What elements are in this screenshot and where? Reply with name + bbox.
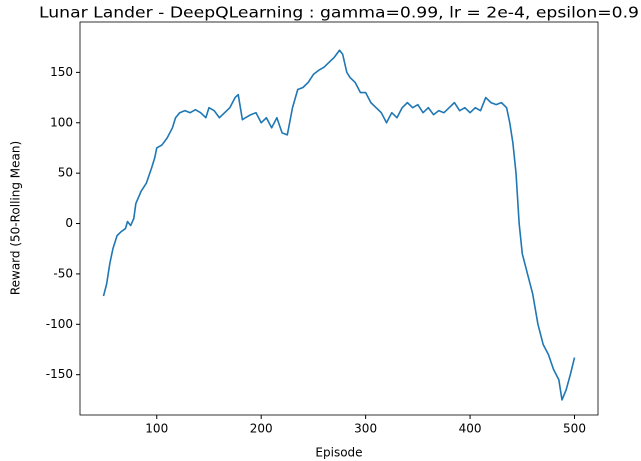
chart-title: Lunar Lander - DeepQLearning : gamma=0.9… [39,4,639,22]
x-axis-label: Episode [315,446,362,460]
y-tick-label: 150 [50,65,73,79]
x-tick-label: 100 [145,422,168,436]
y-tick-label: 50 [58,166,73,180]
y-tick-label: -150 [46,367,73,381]
y-tick-label: 100 [50,115,73,129]
y-tick-label: 0 [65,216,73,230]
line [102,49,576,401]
y-axis-label: Reward (50-Rolling Mean) [9,141,23,295]
x-tick-label: 500 [563,422,586,436]
y-tick-label: -50 [53,266,73,280]
x-tick-label: 300 [354,422,377,436]
y-tick-label: -100 [46,317,73,331]
x-tick-label: 200 [250,422,273,436]
plot-frame [79,21,599,416]
x-tick-label: 400 [459,422,482,436]
